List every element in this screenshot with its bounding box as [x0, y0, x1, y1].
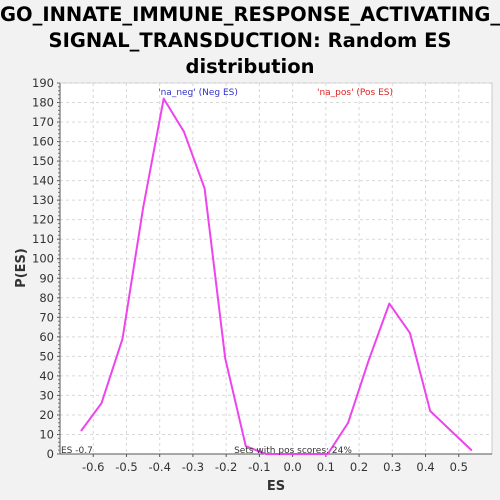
- y-tick-label: 190: [32, 76, 54, 90]
- x-tick-label: -0.6: [82, 460, 104, 474]
- y-tick-label: 0: [47, 447, 54, 461]
- x-tick-label: -0.1: [248, 460, 270, 474]
- x-tick-label: 0.5: [450, 460, 468, 474]
- y-axis-label: P(ES): [14, 248, 29, 288]
- x-tick-label: 0.1: [317, 460, 335, 474]
- y-tick-label: 60: [39, 330, 54, 344]
- es-value-label: ES -0.7: [61, 446, 93, 456]
- chart-title: GO_INNATE_IMMUNE_RESPONSE_ACTIVATING_ SI…: [0, 2, 500, 80]
- y-tick-label: 20: [39, 408, 54, 422]
- y-tick-label: 30: [39, 388, 54, 402]
- data-point: [470, 449, 473, 451]
- data-point: [142, 207, 144, 209]
- data-point: [162, 97, 165, 100]
- y-tick-label: 70: [39, 310, 54, 324]
- y-tick-label: 110: [32, 232, 54, 246]
- data-point: [203, 187, 206, 190]
- axes: 0 10 20 30 40 50 60 70 80 90 100 110 120 130 140 150 160…: [32, 76, 492, 474]
- x-axis-label: ES: [267, 479, 285, 494]
- y-tick-label: 100: [32, 252, 54, 266]
- data-point: [80, 429, 83, 432]
- title-line-1: GO_INNATE_IMMUNE_RESPONSE_ACTIVATING_: [0, 3, 500, 26]
- x-tick-label: -0.4: [148, 460, 170, 474]
- y-tick-label: 90: [39, 271, 54, 285]
- x-tick-label: 0.2: [350, 460, 368, 474]
- neg-es-label: 'na_neg' (Neg ES): [158, 88, 238, 98]
- y-tick-label: 10: [39, 427, 54, 441]
- x-tick-label: 0.4: [416, 460, 434, 474]
- data-point: [347, 421, 349, 424]
- x-tick-label: -0.3: [182, 460, 204, 474]
- data-point: [449, 429, 452, 432]
- pos-scores-label: Sets with pos scores: 24%: [234, 446, 352, 456]
- x-tick-label: -0.5: [115, 460, 137, 474]
- x-tick-label: -0.2: [215, 460, 237, 474]
- series-line: [80, 97, 473, 455]
- data-point: [367, 359, 370, 362]
- data-point: [121, 337, 124, 340]
- y-tick-label: 160: [32, 135, 54, 149]
- data-point: [409, 332, 411, 334]
- pos-es-label: 'na_pos' (Pos ES): [317, 88, 393, 98]
- grid: [60, 82, 492, 454]
- x-tick-label: 0.3: [383, 460, 401, 474]
- data-point: [224, 357, 226, 360]
- series-layer: [80, 97, 473, 455]
- x-tick-label: 0.0: [283, 460, 301, 474]
- data-point: [244, 445, 247, 447]
- y-tick-label: 80: [39, 291, 54, 305]
- y-tick-label: 170: [32, 115, 54, 129]
- plot-area: [59, 82, 493, 455]
- y-tick-label: 150: [32, 154, 54, 168]
- data-point: [183, 131, 185, 133]
- y-tick-label: 120: [32, 213, 54, 227]
- y-tick-label: 40: [39, 369, 54, 383]
- data-point: [100, 402, 103, 405]
- title-line-3: distribution: [185, 55, 315, 78]
- data-point: [429, 410, 431, 412]
- data-point: [306, 453, 309, 455]
- y-tick-label: 130: [32, 193, 54, 207]
- data-point: [388, 302, 391, 305]
- labels: 'na_neg' (Neg ES) 'na_pos' (Pos ES) ES -…: [14, 88, 393, 494]
- title-line-2: SIGNAL_TRANSDUCTION: Random ES: [48, 29, 452, 52]
- data-point: [327, 453, 329, 455]
- y-tick-label: 50: [39, 349, 54, 363]
- data-point: [285, 453, 288, 455]
- y-tick-label: 180: [32, 96, 54, 110]
- data-point: [265, 453, 267, 455]
- y-tick-label: 140: [32, 174, 54, 188]
